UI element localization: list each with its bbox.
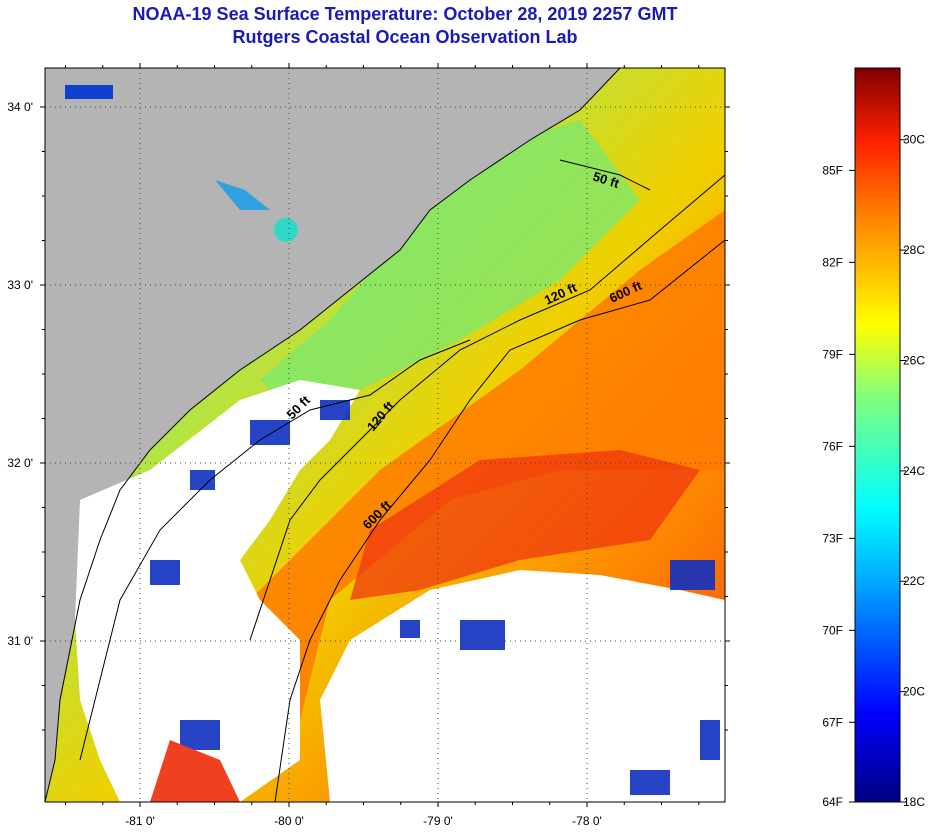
colorbar-c-label: 24C — [903, 464, 925, 478]
lat-tick-label: 32 0' — [7, 456, 33, 470]
southwest-warm-patch — [150, 740, 240, 802]
colorbar-c-label: 30C — [903, 133, 925, 147]
colorbar-f-label: 73F — [822, 531, 843, 545]
lat-tick-label: 34 0' — [7, 100, 33, 114]
lon-tick-label: -78 0' — [572, 814, 602, 828]
colorbar-c-label: 28C — [903, 243, 925, 257]
colorbar-ticks — [849, 139, 906, 803]
cloud-fragment — [274, 218, 298, 242]
colorbar-c-label: 18C — [903, 795, 925, 809]
contour-120ft — [249, 174, 725, 641]
colorbar-f-label: 82F — [822, 255, 843, 269]
colorbar-f-label: 76F — [822, 439, 843, 453]
coastline — [45, 68, 621, 802]
map-title: NOAA-19 Sea Surface Temperature: October… — [132, 4, 678, 24]
land-area — [45, 68, 620, 802]
colorbar-f-label: 85F — [822, 163, 843, 177]
map-frame — [44, 67, 726, 803]
cloud-mask-south — [75, 380, 360, 802]
contour-600ft — [274, 239, 725, 802]
lon-tick-label: -81 0' — [125, 814, 155, 828]
colorbar-gradient — [854, 67, 901, 803]
lat-tick-label: 31 0' — [7, 634, 33, 648]
lon-tick-label: -79 0' — [423, 814, 453, 828]
lon-tick-label: -80 0' — [274, 814, 304, 828]
cloud-mask-southeast — [320, 570, 725, 802]
colorbar-celsius-labels: 30C 28C 26C 24C 22C 20C 18C — [903, 133, 925, 809]
colorbar-fahrenheit-labels: 85F 82F 79F 76F 73F 70F 67F 64F — [822, 163, 843, 809]
nearshore-cool-band — [260, 120, 640, 420]
axis-ticks — [40, 63, 730, 807]
colorbar-f-label: 79F — [822, 347, 843, 361]
colorbar-f-label: 70F — [822, 623, 843, 637]
lat-tick-label: 33 0' — [7, 278, 33, 292]
colorbar-c-label: 22C — [903, 574, 925, 588]
cloud-edge-speckles — [150, 400, 720, 795]
colorbar-f-label: 64F — [822, 795, 843, 809]
colorbar-c-label: 20C — [903, 685, 925, 699]
colorbar-c-label: 26C — [903, 353, 925, 367]
colorbar-f-label: 67F — [822, 715, 843, 729]
contour-50ft — [79, 159, 651, 761]
axis-tick-labels: 34 0' 33 0' 32 0' 31 0' -81 0' -80 0' -79 0' -7… — [7, 100, 601, 828]
map-subtitle: Rutgers Coastal Ocean Observation Lab — [232, 27, 578, 47]
graticule — [45, 68, 725, 802]
warm-core — [350, 450, 700, 600]
cloud-fragment — [65, 85, 113, 99]
cloud-fragment — [215, 180, 270, 210]
